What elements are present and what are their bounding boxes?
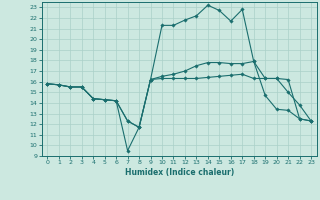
X-axis label: Humidex (Indice chaleur): Humidex (Indice chaleur) bbox=[124, 168, 234, 177]
